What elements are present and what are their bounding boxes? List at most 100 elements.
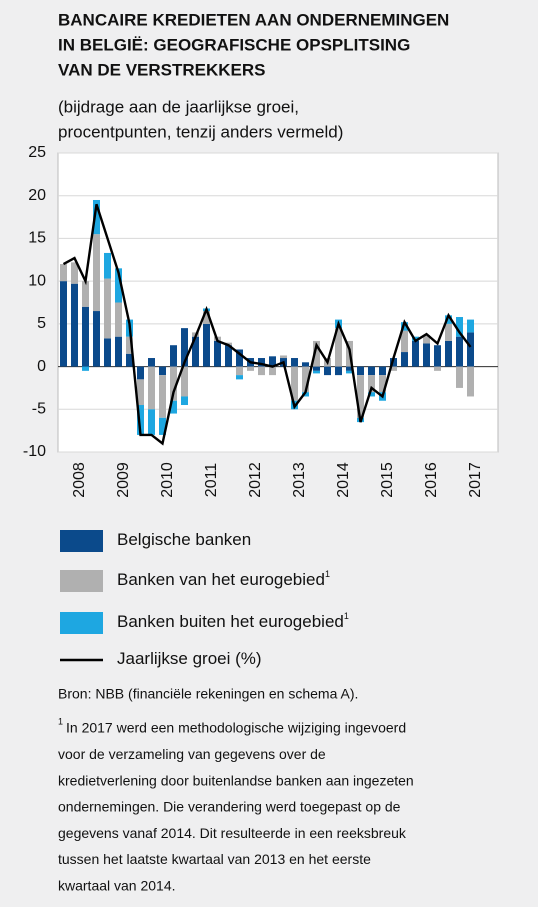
bar xyxy=(126,336,133,354)
bar xyxy=(214,340,221,367)
bar xyxy=(71,262,78,284)
bar xyxy=(60,264,67,282)
footnote-line: In 2017 werd een methodologische wijzigi… xyxy=(66,720,406,736)
legend-label: Jaarlijkse groei (%) xyxy=(117,649,262,668)
footnote-line: ondernemingen. Die verandering werd toeg… xyxy=(58,799,401,815)
x-tick-label: 2011 xyxy=(203,463,220,498)
bar xyxy=(313,370,320,374)
bar xyxy=(368,392,375,397)
bar xyxy=(401,330,408,353)
bar xyxy=(357,375,364,418)
bar xyxy=(159,375,166,418)
bar xyxy=(148,366,155,410)
bar xyxy=(445,315,452,324)
bar xyxy=(181,366,188,397)
bar xyxy=(137,366,144,380)
bar xyxy=(423,343,430,367)
chart-subtitle: (bijdrage aan de jaarlijkse groei, xyxy=(58,97,299,116)
bar xyxy=(236,349,243,367)
bar xyxy=(258,366,265,376)
bar xyxy=(434,366,441,371)
bar xyxy=(302,362,309,367)
legend-swatch xyxy=(60,530,103,552)
bar xyxy=(181,396,188,406)
bar xyxy=(82,281,89,307)
bar xyxy=(423,334,430,344)
bar xyxy=(401,352,408,367)
bar xyxy=(335,328,342,367)
legend-note: 1 xyxy=(344,611,349,621)
bar xyxy=(324,366,331,376)
bar xyxy=(82,306,89,367)
bar xyxy=(456,366,463,388)
legend-text: Belgische banken xyxy=(117,530,251,549)
line xyxy=(62,203,472,446)
bar xyxy=(104,338,111,367)
chart-title: VAN DE VERSTREKKERS xyxy=(58,60,266,79)
bar xyxy=(302,366,309,393)
bar xyxy=(412,340,419,367)
bar xyxy=(170,345,177,367)
bar xyxy=(456,336,463,367)
bar xyxy=(170,366,177,401)
bar xyxy=(445,340,452,367)
bar xyxy=(148,409,155,435)
legend-label: Banken buiten het eurogebied1 xyxy=(117,611,349,631)
bar xyxy=(225,345,232,367)
footnote-line: gegevens vanaf 2014. Dit resulteerde in … xyxy=(58,825,407,841)
x-tick-label: 2017 xyxy=(467,462,484,498)
bar xyxy=(401,322,408,331)
x-tick-label: 2014 xyxy=(335,462,352,498)
bar xyxy=(258,358,265,367)
bar xyxy=(368,375,375,393)
x-tick-label: 2013 xyxy=(291,462,308,498)
bar xyxy=(467,366,474,397)
chart-subtitle: procentpunten, tenzij anders vermeld) xyxy=(58,122,343,141)
bar xyxy=(280,355,287,359)
bar xyxy=(379,375,386,393)
y-tick-label: -10 xyxy=(23,443,46,460)
bar xyxy=(236,366,243,376)
legend-swatch xyxy=(60,612,103,634)
x-tick-label: 2009 xyxy=(115,462,132,498)
bar xyxy=(192,336,199,367)
bar xyxy=(159,417,166,435)
chart-title: IN BELGIË: GEOGRAFISCHE OPSPLITSING xyxy=(58,35,410,54)
legend-label: Banken van het eurogebied1 xyxy=(117,569,330,589)
bar xyxy=(357,366,364,376)
bar xyxy=(269,366,276,376)
bar xyxy=(93,311,100,367)
bar xyxy=(104,252,111,279)
bar xyxy=(390,366,397,371)
bar xyxy=(236,375,243,380)
bar xyxy=(115,302,122,337)
bar xyxy=(302,392,309,397)
bar xyxy=(71,283,78,367)
x-tick-label: 2008 xyxy=(71,462,88,498)
bar xyxy=(269,356,276,367)
bar xyxy=(137,379,144,406)
y-tick-label: 20 xyxy=(28,187,46,204)
bar xyxy=(291,366,298,401)
bar xyxy=(82,366,89,371)
legend-label: Belgische banken xyxy=(117,530,251,549)
bar xyxy=(170,400,177,414)
legend-text: Jaarlijkse groei (%) xyxy=(117,649,262,668)
y-tick-label: 5 xyxy=(37,315,46,332)
x-tick-label: 2010 xyxy=(159,462,176,498)
chart-title: BANCAIRE KREDIETEN AAN ONDERNEMINGEN xyxy=(58,10,449,29)
bar xyxy=(126,353,133,367)
y-tick-label: 25 xyxy=(28,144,46,161)
bar xyxy=(104,278,111,339)
y-tick-label: 0 xyxy=(37,358,46,375)
y-tick-label: 10 xyxy=(28,272,46,289)
bar xyxy=(346,366,353,371)
footnote-line: kwartaal van 2014. xyxy=(58,878,176,894)
source: Bron: NBB (financiële rekeningen en sche… xyxy=(58,686,358,702)
footnote-line: kredietverlening door buitenlandse banke… xyxy=(58,772,414,788)
bar xyxy=(313,366,320,371)
bar xyxy=(467,332,474,367)
bar xyxy=(247,366,254,371)
